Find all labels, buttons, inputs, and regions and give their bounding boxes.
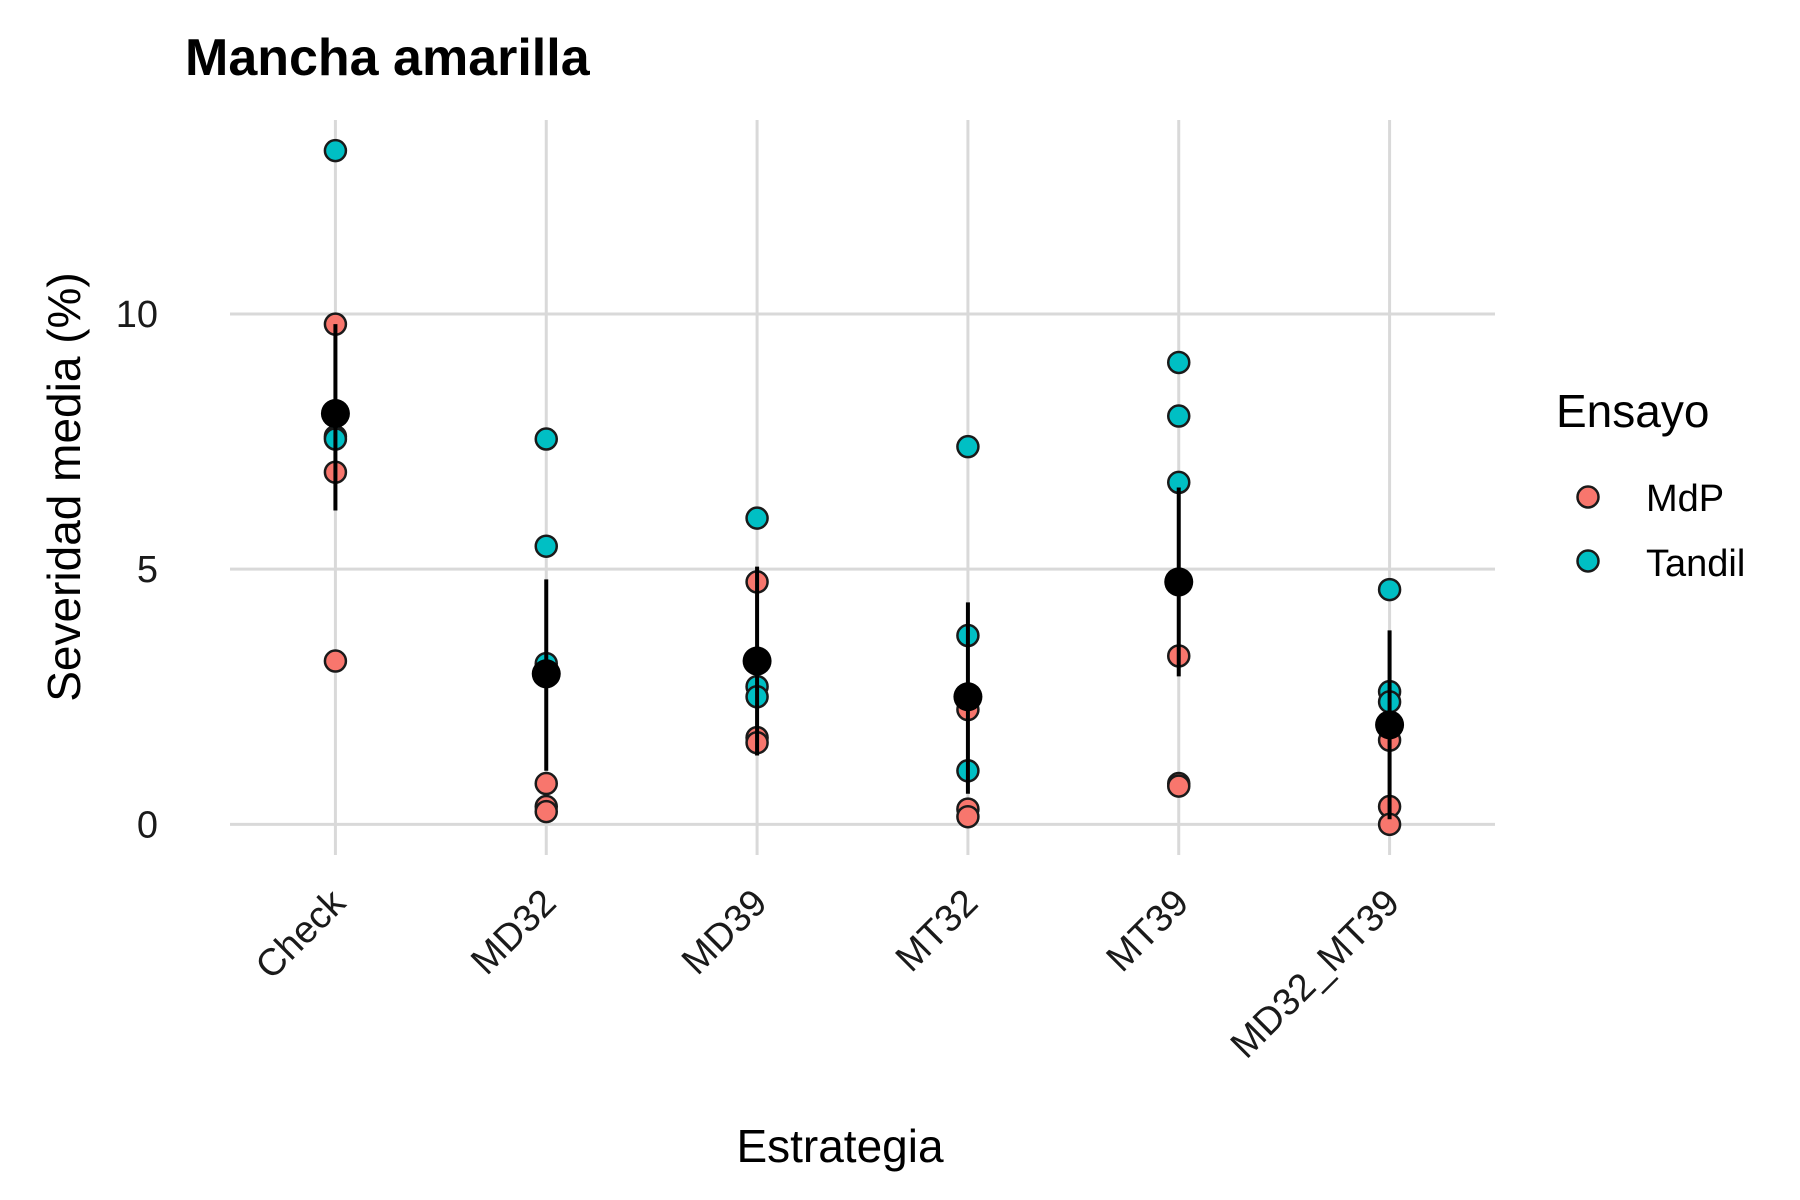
- mean-point: [1164, 567, 1194, 597]
- legend: Ensayo MdP Tandil: [1556, 385, 1745, 585]
- y-gridlines: [230, 312, 1495, 826]
- legend-key-tandil: [1576, 549, 1600, 573]
- x-tick-label: MT39: [1099, 882, 1197, 980]
- legend-label-mdp: MdP: [1646, 478, 1724, 520]
- data-point-mdp: [534, 799, 558, 824]
- data-point-tandil: [1167, 350, 1191, 375]
- data-point-tandil: [534, 534, 558, 558]
- mean-point: [1375, 710, 1405, 740]
- data-point-tandil: [956, 434, 980, 459]
- x-tick-label: MT32: [888, 882, 986, 980]
- y-tick-label: 0: [137, 804, 158, 846]
- data-point-tandil: [534, 427, 558, 451]
- data-point-mdp: [956, 804, 980, 829]
- data-point-tandil: [1167, 404, 1191, 428]
- y-axis-title: Severidad media (%): [38, 272, 90, 702]
- x-tick-label: MD32: [463, 882, 564, 983]
- chart-title: Mancha amarilla: [185, 29, 591, 87]
- mean-point: [742, 646, 772, 676]
- y-tick-labels: 0 5 10: [116, 294, 158, 846]
- legend-label-tandil: Tandil: [1646, 543, 1745, 585]
- x-gridlines: [333, 120, 1392, 855]
- data-point-mdp: [1167, 774, 1191, 798]
- legend-key-mdp: [1576, 485, 1600, 509]
- data-point-tandil: [323, 138, 348, 163]
- mean-point: [953, 682, 983, 712]
- x-axis-title: Estrategia: [736, 1120, 944, 1172]
- data-points: [323, 138, 1402, 837]
- x-tick-labels: Check MD32 MD39 MT32 MT39 MD32_MT39: [248, 881, 1408, 1067]
- mean-point: [320, 398, 350, 428]
- mean-point: [531, 659, 561, 689]
- x-tick-label: MD32_MT39: [1223, 882, 1408, 1067]
- data-point-tandil: [1377, 577, 1402, 602]
- data-point-tandil: [745, 506, 769, 530]
- legend-title: Ensayo: [1556, 385, 1709, 437]
- data-point-mdp: [323, 649, 348, 673]
- x-tick-label: MD39: [674, 882, 775, 983]
- x-tick-label: Check: [248, 881, 355, 988]
- data-point-mdp: [534, 771, 558, 796]
- y-tick-label: 10: [116, 294, 158, 336]
- y-tick-label: 5: [137, 549, 158, 591]
- summary-means: [320, 324, 1405, 820]
